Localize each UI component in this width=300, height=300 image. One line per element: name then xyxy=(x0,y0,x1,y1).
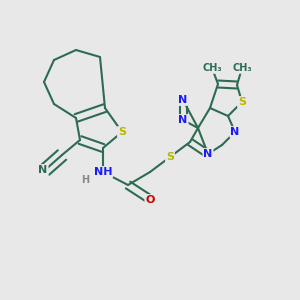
Text: O: O xyxy=(145,195,155,205)
Text: N: N xyxy=(178,95,188,105)
Text: CH₃: CH₃ xyxy=(232,63,252,73)
Text: N: N xyxy=(178,115,188,125)
Text: H: H xyxy=(81,175,89,185)
Text: CH₃: CH₃ xyxy=(202,63,222,73)
Text: N: N xyxy=(230,127,240,137)
Text: N: N xyxy=(203,149,213,159)
Text: S: S xyxy=(238,97,246,107)
Text: S: S xyxy=(118,127,126,137)
Text: S: S xyxy=(166,152,174,162)
Text: NH: NH xyxy=(94,167,112,177)
Text: N: N xyxy=(38,165,48,175)
